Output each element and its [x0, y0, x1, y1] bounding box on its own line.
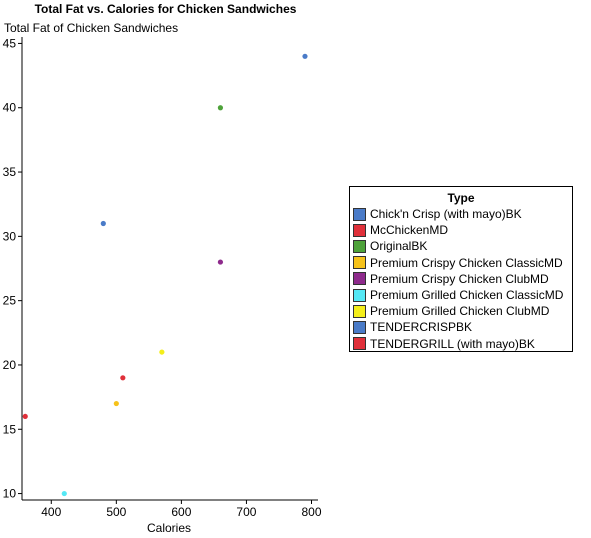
legend-title: Type — [447, 191, 475, 205]
legend-label: Chick'n Crisp (with mayo)BK — [370, 207, 522, 222]
legend-label: Premium Crispy Chicken ClassicMD — [370, 255, 563, 270]
legend-label: Premium Grilled Chicken ClassicMD — [370, 288, 564, 303]
legend-item: Premium Crispy Chicken ClubMD — [350, 271, 572, 287]
data-point — [22, 413, 28, 420]
data-point — [302, 53, 308, 59]
legend: Type Chick'n Crisp (with mayo)BK McChicke… — [349, 186, 573, 352]
y-tick-label: 25 — [3, 294, 17, 308]
legend-item: Premium Grilled Chicken ClubMD — [350, 303, 572, 319]
legend-item: OriginalBK — [350, 238, 572, 254]
y-tick-label: 20 — [3, 358, 17, 372]
data-point — [113, 400, 119, 407]
legend-swatch — [353, 223, 366, 237]
y-tick-label: 35 — [3, 165, 17, 179]
x-tick-label: 800 — [301, 505, 321, 519]
legend-item: TENDERGRILL (with mayo)BK — [350, 336, 572, 352]
x-tick-label: 600 — [171, 505, 191, 519]
legend-swatch — [353, 304, 366, 318]
data-point — [61, 490, 67, 497]
legend-swatch — [353, 288, 366, 302]
y-tick-label: 30 — [3, 229, 17, 243]
legend-label: McChickenMD — [370, 223, 449, 238]
x-tick-label: 400 — [41, 505, 61, 519]
data-point — [100, 220, 106, 227]
legend-swatch — [353, 239, 366, 253]
legend-item: Premium Grilled Chicken ClassicMD — [350, 287, 572, 303]
legend-label: Premium Crispy Chicken ClubMD — [370, 271, 549, 286]
y-tick-label: 15 — [3, 422, 17, 436]
legend-swatch — [353, 320, 366, 334]
y-axis-label: Total Fat of Chicken Sandwiches — [4, 21, 179, 35]
y-tick-label: 45 — [3, 36, 17, 50]
y-tick-label: 40 — [3, 101, 17, 115]
data-point — [120, 375, 126, 381]
legend-label: Premium Grilled Chicken ClubMD — [370, 304, 550, 319]
legend-label: TENDERCRISPBK — [370, 320, 473, 335]
data-point — [217, 259, 224, 265]
legend-item: Premium Crispy Chicken ClassicMD — [350, 255, 572, 271]
y-tick-label: 10 — [3, 487, 17, 501]
legend-label: OriginalBK — [370, 239, 428, 254]
legend-swatch — [353, 256, 366, 270]
legend-item: McChickenMD — [350, 222, 572, 238]
legend-item: TENDERCRISPBK — [350, 319, 572, 335]
x-tick-label: 500 — [106, 505, 126, 519]
x-axis-label: Calories — [147, 521, 191, 535]
data-point — [217, 105, 224, 111]
x-tick-label: 700 — [236, 505, 256, 519]
legend-swatch — [353, 272, 366, 286]
legend-item: Chick'n Crisp (with mayo)BK — [350, 206, 572, 222]
legend-swatch — [353, 337, 366, 351]
data-point — [159, 349, 165, 355]
chart-title: Total Fat vs. Calories for Chicken Sandw… — [34, 2, 297, 16]
legend-swatch — [353, 207, 366, 221]
legend-label: TENDERGRILL (with mayo)BK — [370, 336, 535, 351]
